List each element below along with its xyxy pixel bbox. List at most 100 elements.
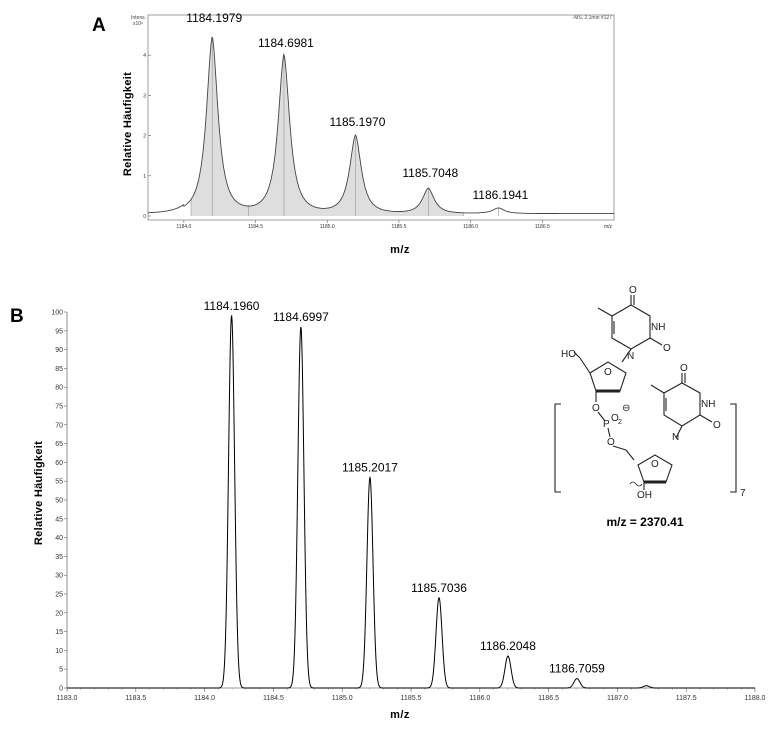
panel-a-spectrum-line (148, 37, 614, 215)
panel-a-peak-label-4: 1185.7048 (402, 166, 458, 180)
panel-a-x-axis: 1184.0 1184.5 1185.0 1185.5 1186.0 1186.5 (176, 220, 550, 230)
panel-a-peak-label-1: 1184.1979 (186, 11, 242, 25)
atom-oh: OH (637, 490, 652, 501)
panel-a-x-tick-label-0: 1184.0 (176, 224, 191, 230)
sugar-ring-bottom (637, 454, 673, 483)
panel-b-x-tick-label-10: 1188.0 (745, 695, 766, 702)
panel-b-x-tick-label-7: 1186.5 (538, 695, 559, 702)
panel-b-x-tick-label-5: 1185.5 (401, 695, 422, 702)
panel-b-y-tick-label-2: 10 (55, 648, 63, 655)
panel-a-frame (147, 14, 615, 221)
bond-methyl-top (597, 307, 613, 317)
panel-b-y-tick-label-6: 30 (55, 573, 63, 580)
atom-o-ring-top: O (604, 367, 612, 378)
panel-b-y-tick-label-7: 35 (55, 554, 63, 561)
atom-o-bottom: O (680, 363, 688, 374)
panel-a-y-tick-label-0: 0 (143, 214, 146, 220)
thymine-ring-top (611, 304, 651, 350)
panel-b-x-tick-label-2: 1184.0 (194, 695, 215, 702)
panel-b-peak-label-1: 1184.1960 (204, 299, 260, 313)
panel-b-x-tick-label-6: 1186.0 (469, 695, 490, 702)
panel-a-scan-info: -MS, 2.1min #127 (573, 15, 613, 21)
sugar-ring-top (589, 361, 627, 392)
panel-b-y-tick-label-5: 25 (55, 592, 63, 599)
panel-b-peak-label-5: 1186.2048 (480, 639, 536, 653)
repeat-count: 7 (740, 488, 746, 499)
panel-b-y-tick-label-8: 40 (55, 535, 63, 542)
panel-a-y-tick-label-1: 1 (143, 174, 146, 180)
atom-o-ring-bottom: O (651, 459, 659, 470)
structure-mz-total: m/z = 2370.41 (606, 515, 683, 529)
panel-b-y-tick-label-17: 85 (55, 366, 63, 373)
atom-n-bottom: N (672, 432, 679, 443)
panel-a-x-tick-label-1: 1184.5 (248, 224, 263, 230)
panel-b-y-tick-label-20: 100 (51, 310, 63, 317)
panel-a-intens-label: Intens. (131, 15, 146, 21)
panel-a-x-tick-label-2: 1185.0 (320, 224, 335, 230)
panel-b-y-tick-label-0: 0 (59, 686, 63, 693)
repeat-bracket-right (730, 403, 737, 493)
panel-b-y-tick-label-16: 80 (55, 385, 63, 392)
panel-b-peak-label-2: 1184.6997 (273, 310, 329, 324)
panel-a-x-tick-label-4: 1186.0 (463, 224, 478, 230)
panel-b: B 0 5 10 15 20 25 30 35 40 45 50 55 60 65 70 75 80 85 90 95… (10, 299, 766, 721)
panel-b-y-tick-label-1: 5 (59, 667, 63, 674)
thymine-ring-bottom (663, 382, 701, 427)
panel-a-x-tick-label-5: 1186.5 (535, 224, 550, 230)
panel-a-spectrum-area (191, 36, 464, 216)
panel-b-y-tick-label-11: 55 (55, 479, 63, 486)
atom-nh-bottom: NH (701, 399, 715, 410)
panel-a-axis-unit: m/z (604, 224, 613, 230)
panel-b-y-tick-label-9: 45 (55, 516, 63, 523)
panel-a-peak-label-3: 1185.1970 (330, 115, 386, 129)
atom-o-bottom-side: O (713, 420, 721, 431)
panel-a-peak-labels: 1184.1979 1184.6981 1185.1970 1185.7048 1186… (186, 11, 528, 202)
chemical-structure-labels: O NH O N HO O O P O 2 ⊖ O O NH O N O OH … (561, 285, 746, 529)
panel-b-letter: B (10, 306, 24, 327)
atom-nh-top: NH (651, 322, 665, 333)
panel-b-x-tick-label-0: 1183.0 (57, 695, 78, 702)
panel-b-x-tick-label-1: 1183.5 (125, 695, 146, 702)
panel-b-peak-label-6: 1186.7059 (549, 662, 605, 676)
panel-b-y-label: Relative Häufigkeit (33, 441, 45, 545)
panel-a-x-label: m/z (390, 244, 410, 256)
panel-a-peak-label-5: 1186.1941 (473, 188, 529, 202)
panel-b-y-tick-label-18: 90 (55, 347, 63, 354)
panel-b-y-tick-label-10: 50 (55, 498, 63, 505)
panel-b-x-axis: 1183.0 1183.5 1184.0 1184.5 1185.0 1185.5 1186… (57, 688, 766, 702)
panel-b-y-tick-label-4: 20 (55, 610, 63, 617)
panel-a-peak-centroids (190, 36, 499, 216)
panel-b-spectrum-line (67, 314, 755, 689)
panel-a-peak-label-2: 1184.6981 (258, 36, 314, 50)
panel-b-x-tick-label-3: 1184.5 (263, 695, 284, 702)
panel-b-y-tick-label-19: 95 (55, 328, 63, 335)
panel-b-peak-labels: 1184.1960 1184.6997 1185.2017 1185.7036 1186… (204, 299, 606, 676)
repeat-bracket-left (554, 403, 561, 493)
panel-b-y-tick-label-12: 60 (55, 460, 63, 467)
panel-a-y-tick-label-2: 2 (143, 134, 146, 140)
panel-a: A Intens. x10⁶ -MS, 2.1min #127 0 1 2 3 4 11… (92, 11, 615, 256)
panel-b-x-tick-label-8: 1187.0 (607, 695, 628, 702)
panel-b-peak-label-4: 1185.7036 (411, 581, 467, 595)
panel-b-y-tick-label-13: 65 (55, 441, 63, 448)
chemical-structure (554, 295, 737, 493)
atom-o-top: O (629, 285, 637, 296)
atom-ho: HO (561, 349, 576, 360)
atom-o-top-side: O (663, 343, 671, 354)
panel-b-y-tick-label-3: 15 (55, 629, 63, 636)
panel-b-peak-label-3: 1185.2017 (342, 460, 398, 474)
panel-b-x-label: m/z (390, 709, 410, 721)
panel-b-y-tick-label-14: 70 (55, 422, 63, 429)
panel-a-y-tick-label-4: 4 (143, 53, 146, 59)
wavy-bond (629, 481, 643, 487)
panel-a-y-label: Relative Häufigkeit (122, 72, 134, 176)
panel-b-y-tick-label-15: 75 (55, 404, 63, 411)
panel-a-y-axis: 0 1 2 3 4 (143, 53, 151, 220)
atom-o2-subscript: 2 (618, 419, 622, 426)
panel-a-x-tick-label-3: 1185.5 (391, 224, 406, 230)
panel-a-letter: A (92, 15, 106, 36)
panel-b-x-tick-label-9: 1187.5 (676, 695, 697, 702)
atom-n-top: N (627, 351, 634, 362)
atom-o-link2: O (607, 437, 615, 448)
